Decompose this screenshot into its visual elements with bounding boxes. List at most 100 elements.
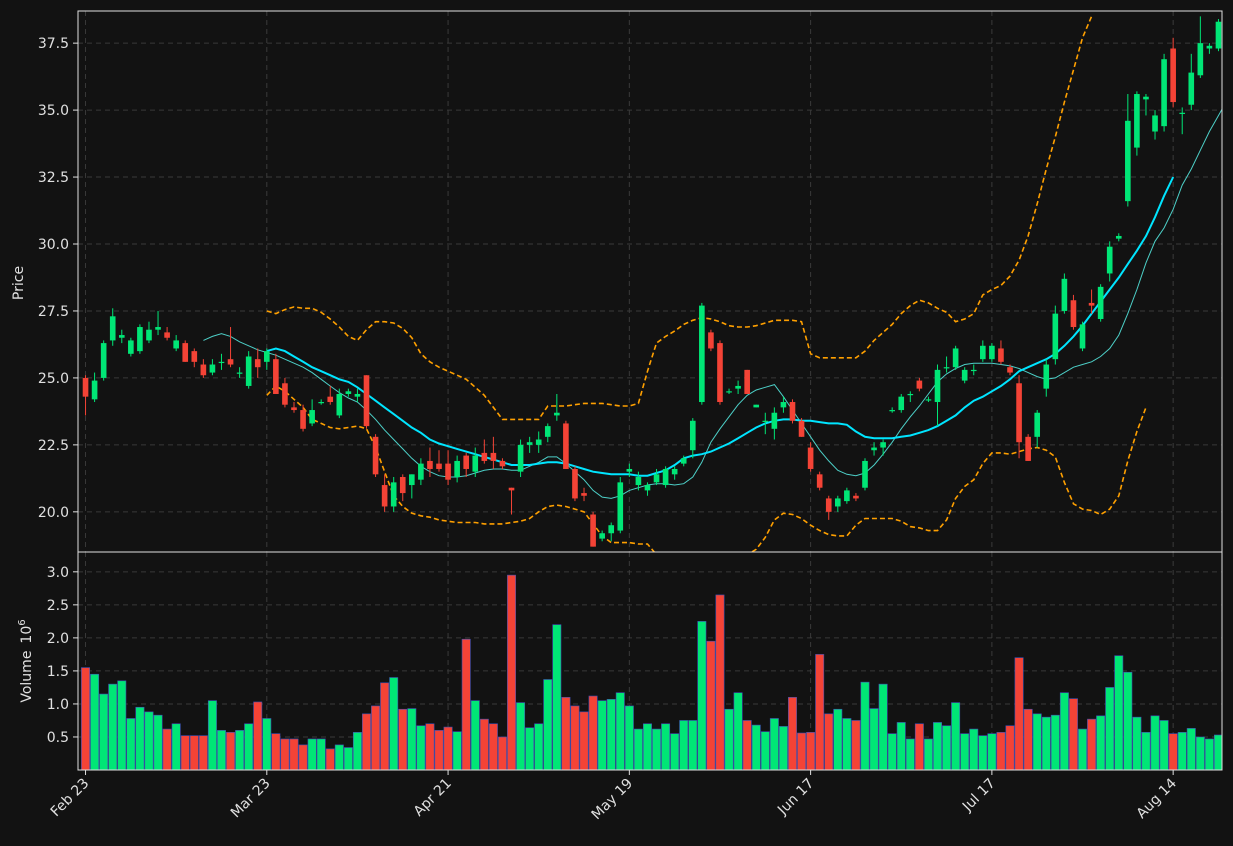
- volume-bar: [751, 724, 761, 770]
- candle-body: [816, 474, 823, 488]
- candle-body: [109, 316, 116, 341]
- candle-body: [1088, 302, 1095, 306]
- volume-bar: [742, 720, 752, 770]
- volume-bar: [1177, 732, 1187, 770]
- candle-body: [445, 463, 451, 480]
- candle-body: [989, 345, 995, 360]
- volume-bar: [126, 718, 136, 770]
- volume-bar: [896, 722, 906, 770]
- volume-bar: [81, 667, 91, 770]
- candle-body: [653, 474, 660, 483]
- candle-body: [825, 498, 832, 512]
- bollinger-lower-line: [266, 384, 1147, 552]
- volume-bar: [1123, 671, 1133, 770]
- volume-bar: [933, 722, 942, 770]
- candle-body: [789, 402, 796, 421]
- candle-body: [1125, 120, 1131, 202]
- volume-bar: [289, 738, 299, 770]
- volume-bar: [670, 733, 680, 770]
- candle-body: [726, 391, 732, 393]
- volume-bar: [661, 723, 671, 770]
- volume-bar: [1213, 734, 1222, 770]
- volume-bar: [1096, 715, 1106, 770]
- volume-bar: [1132, 716, 1142, 770]
- candle-body: [1016, 383, 1022, 443]
- volume-bar: [117, 680, 127, 770]
- candle-body: [925, 399, 932, 401]
- candle-body: [218, 361, 225, 364]
- volume-tick-label: 0.5: [47, 730, 69, 746]
- candle-body: [454, 460, 460, 478]
- volume-tick-label: 3.0: [47, 565, 69, 581]
- y-axis-label: Price: [11, 266, 27, 300]
- candle-body: [572, 468, 578, 499]
- volume-exponent-base: 10: [19, 626, 35, 644]
- volume-bar: [1204, 738, 1214, 770]
- volume-bar: [788, 697, 797, 770]
- volume-bar: [144, 711, 154, 770]
- candle-body: [1106, 246, 1113, 274]
- candle-body: [834, 498, 841, 507]
- volume-bar: [416, 725, 426, 770]
- volume-bar: [905, 738, 915, 770]
- volume-bar: [398, 708, 408, 770]
- candle-body: [1043, 364, 1050, 389]
- volume-bar: [842, 718, 852, 770]
- candle-body: [381, 485, 388, 507]
- candle-body: [1007, 367, 1013, 373]
- candle-body: [635, 477, 642, 486]
- candle-body: [563, 423, 569, 469]
- volume-bar: [343, 747, 353, 770]
- candle-body: [146, 329, 152, 341]
- volume-bar: [244, 723, 254, 770]
- candle-body: [544, 426, 551, 437]
- candle-body: [671, 468, 678, 475]
- volume-bar: [715, 594, 725, 770]
- candle-body: [735, 385, 741, 389]
- x-tick-label: Feb 23: [48, 776, 93, 821]
- volume-bar: [1186, 728, 1196, 770]
- candle-body: [535, 439, 542, 445]
- volume-bar: [1078, 728, 1087, 770]
- candle-body: [182, 343, 189, 362]
- volume-bar: [1068, 698, 1078, 770]
- volume-bar: [371, 705, 381, 770]
- price-panel-frame: [77, 10, 1223, 553]
- volume-bar: [389, 677, 399, 770]
- volume-bar: [960, 733, 970, 770]
- price-tick-label: 37.5: [38, 36, 69, 52]
- candle-body: [508, 487, 515, 491]
- candle-body: [300, 410, 306, 429]
- candle-body: [862, 460, 868, 488]
- candle-body: [1197, 43, 1204, 76]
- candle-body: [254, 359, 261, 368]
- candle-body: [1079, 324, 1086, 349]
- volume-bar: [253, 701, 263, 770]
- candle-body: [970, 369, 977, 372]
- volume-bar: [280, 738, 290, 770]
- volume-bar: [597, 700, 607, 770]
- x-tick-label: Jun 17: [774, 776, 817, 819]
- volume-bar: [1195, 736, 1205, 770]
- x-tick-label: Mar 23: [228, 776, 274, 822]
- candle-body: [807, 447, 814, 469]
- candle-body: [517, 444, 524, 472]
- volume-bar: [362, 713, 371, 770]
- volume-bar: [552, 624, 562, 770]
- volume-bar: [806, 732, 816, 770]
- candle-body: [1034, 412, 1041, 437]
- candle-body: [780, 402, 787, 408]
- candle-body: [336, 393, 343, 416]
- candle-body: [980, 345, 986, 360]
- volume-bar: [271, 733, 281, 770]
- volume-bar: [407, 708, 417, 770]
- candle-body: [961, 369, 968, 381]
- price-tick-label: 32.5: [38, 170, 69, 186]
- volume-bar: [797, 732, 807, 770]
- candle-body: [1206, 45, 1213, 49]
- volume-bar: [525, 727, 535, 770]
- volume-bar: [887, 733, 897, 770]
- volume-bar: [108, 683, 118, 770]
- volume-bar: [733, 692, 743, 770]
